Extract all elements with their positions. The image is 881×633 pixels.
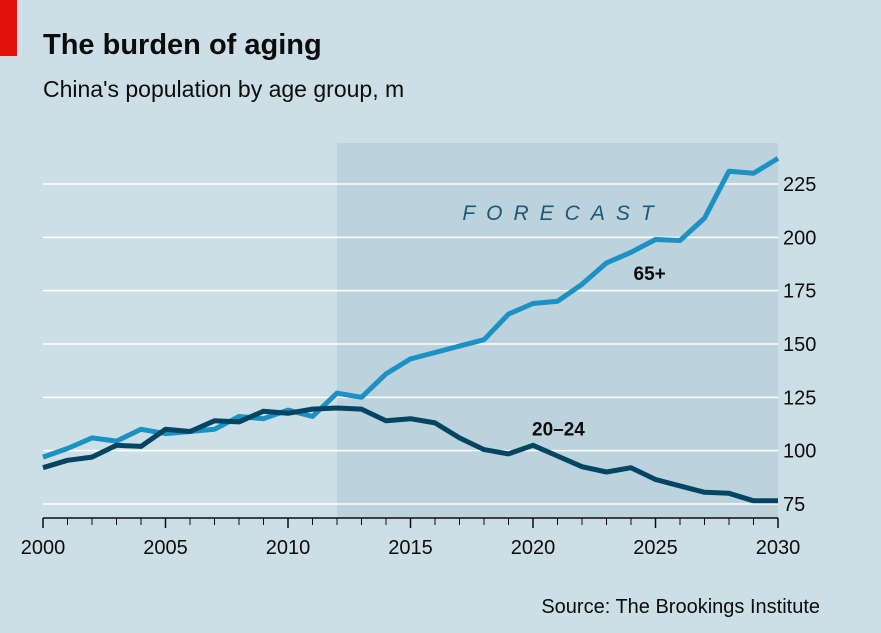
forecast-label: FORECAST — [462, 202, 664, 225]
y-tick-label: 225 — [783, 174, 816, 196]
y-tick-label: 100 — [783, 441, 816, 463]
series-label-65-plus: 65+ — [634, 264, 666, 285]
x-tick-label: 2005 — [143, 537, 188, 559]
series-65-plus-line — [42, 156, 780, 460]
x-tick-label: 2030 — [756, 537, 801, 559]
y-tick-label: 75 — [783, 494, 805, 516]
x-tick-label: 2025 — [633, 537, 678, 559]
series-20-24-line — [42, 405, 778, 504]
y-tick-label: 125 — [783, 387, 816, 409]
y-tick-label: 175 — [783, 281, 816, 303]
y-tick-label: 200 — [783, 227, 816, 249]
source-note: Source: The Brookings Institute — [541, 596, 820, 618]
x-tick-label: 2010 — [266, 537, 311, 559]
series-label-20-24: 20–24 — [532, 420, 585, 441]
x-tick-label: 2000 — [21, 537, 66, 559]
accent-bar — [0, 0, 17, 56]
chart-subtitle: China's population by age group, m — [43, 76, 405, 102]
chart-title: The burden of aging — [43, 29, 322, 61]
x-tick-label: 2015 — [388, 537, 433, 559]
x-tick-label: 2020 — [511, 537, 556, 559]
y-tick-label: 150 — [783, 334, 816, 356]
